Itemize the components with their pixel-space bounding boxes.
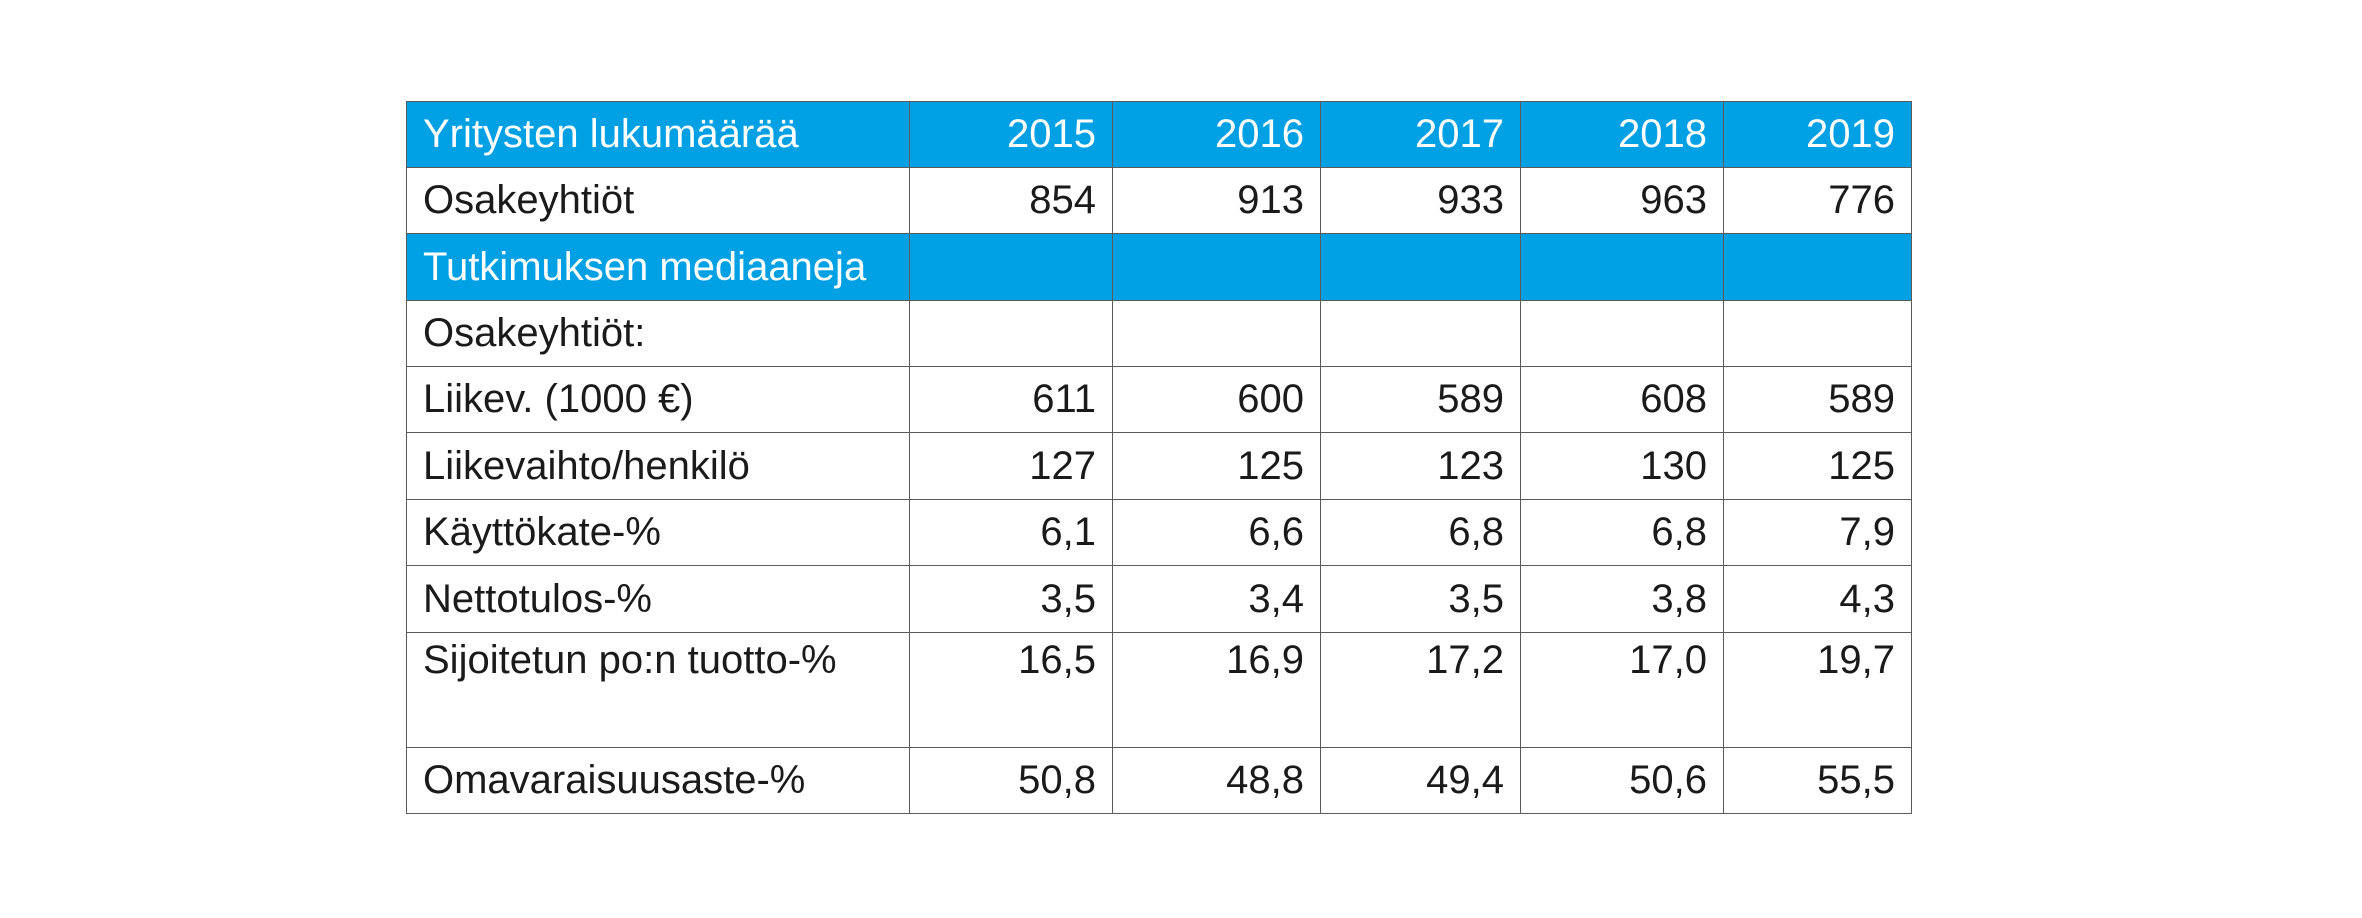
value-cell: 6,1 <box>909 499 1113 566</box>
table-row: Osakeyhtiöt 854 913 933 963 776 <box>406 167 1912 234</box>
value-cell: 2018 <box>1520 101 1724 168</box>
value-cell: 2016 <box>1112 101 1321 168</box>
value-cell: 49,4 <box>1320 747 1521 814</box>
value-cell: 6,8 <box>1520 499 1724 566</box>
value-cell: 589 <box>1320 366 1521 433</box>
value-cell <box>1723 300 1912 367</box>
table-row: Osakeyhtiöt: <box>406 300 1912 367</box>
value-cell: 854 <box>909 167 1113 234</box>
value-cell: 130 <box>1520 432 1724 500</box>
financial-table: Yritysten lukumäärää 2015 2016 2017 2018 2019… <box>406 101 1912 814</box>
row-label-cell: Liikevaihto/henkilö <box>406 432 910 500</box>
value-cell: 125 <box>1112 432 1321 500</box>
value-cell: 600 <box>1112 366 1321 433</box>
value-cell: 17,0 <box>1520 632 1724 748</box>
value-cell: 16,5 <box>909 632 1113 748</box>
value-cell: 127 <box>909 432 1113 500</box>
row-label-cell: Osakeyhtiöt <box>406 167 910 234</box>
value-cell: 17,2 <box>1320 632 1521 748</box>
row-label-cell: Osakeyhtiöt: <box>406 300 910 367</box>
value-cell: 123 <box>1320 432 1521 500</box>
header-row: Yritysten lukumäärää 2015 2016 2017 2018 2019 <box>406 101 1912 168</box>
table-row: Liikevaihto/henkilö 127 125 123 130 125 <box>406 432 1912 500</box>
value-cell: 611 <box>909 366 1113 433</box>
table-row: Liikev. (1000 €) 611 600 589 608 589 <box>406 366 1912 433</box>
table-row: Nettotulos-% 3,5 3,4 3,5 3,8 4,3 <box>406 565 1912 633</box>
row-label-cell: Omavaraisuusaste-% <box>406 747 910 814</box>
value-cell: 125 <box>1723 432 1912 500</box>
section-header-row: Tutkimuksen mediaaneja <box>406 233 1912 301</box>
value-cell: 2015 <box>909 101 1113 168</box>
value-cell: 4,3 <box>1723 565 1912 633</box>
value-cell: 589 <box>1723 366 1912 433</box>
value-cell <box>1520 233 1724 301</box>
row-label-cell: Sijoitetun po:n tuotto-% <box>406 632 910 748</box>
value-cell <box>909 233 1113 301</box>
value-cell: 3,5 <box>909 565 1113 633</box>
value-cell: 3,8 <box>1520 565 1724 633</box>
value-cell: 50,6 <box>1520 747 1724 814</box>
row-label-cell: Käyttökate-% <box>406 499 910 566</box>
value-cell: 6,8 <box>1320 499 1521 566</box>
value-cell <box>1320 233 1521 301</box>
value-cell <box>1520 300 1724 367</box>
value-cell <box>909 300 1113 367</box>
row-label-cell: Liikev. (1000 €) <box>406 366 910 433</box>
value-cell: 16,9 <box>1112 632 1321 748</box>
value-cell: 7,9 <box>1723 499 1912 566</box>
value-cell <box>1112 300 1321 367</box>
value-cell: 933 <box>1320 167 1521 234</box>
value-cell: 776 <box>1723 167 1912 234</box>
value-cell: 2019 <box>1723 101 1912 168</box>
value-cell: 913 <box>1112 167 1321 234</box>
value-cell: 48,8 <box>1112 747 1321 814</box>
value-cell <box>1723 233 1912 301</box>
row-label-cell: Tutkimuksen mediaaneja <box>406 233 910 301</box>
table-row: Omavaraisuusaste-% 50,8 48,8 49,4 50,6 55,5 <box>406 747 1912 814</box>
value-cell: 963 <box>1520 167 1724 234</box>
value-cell: 6,6 <box>1112 499 1321 566</box>
value-cell: 608 <box>1520 366 1724 433</box>
table-row: Sijoitetun po:n tuotto-% 16,5 16,9 17,2 17,0… <box>406 632 1912 748</box>
value-cell: 3,4 <box>1112 565 1321 633</box>
row-label-cell: Nettotulos-% <box>406 565 910 633</box>
table-row: Käyttökate-% 6,1 6,6 6,8 6,8 7,9 <box>406 499 1912 566</box>
value-cell <box>1320 300 1521 367</box>
value-cell: 3,5 <box>1320 565 1521 633</box>
value-cell: 55,5 <box>1723 747 1912 814</box>
value-cell <box>1112 233 1321 301</box>
value-cell: 50,8 <box>909 747 1113 814</box>
row-label-cell: Yritysten lukumäärää <box>406 101 910 168</box>
value-cell: 19,7 <box>1723 632 1912 748</box>
value-cell: 2017 <box>1320 101 1521 168</box>
